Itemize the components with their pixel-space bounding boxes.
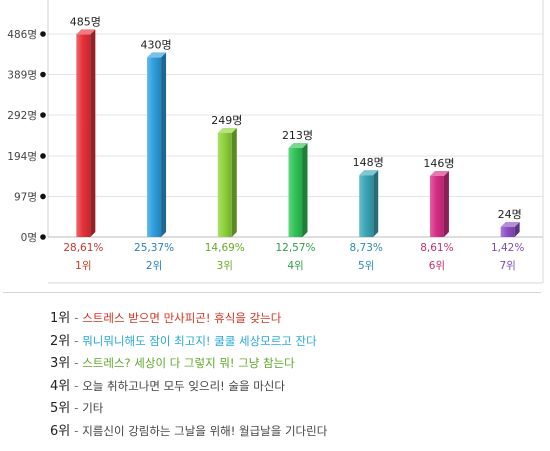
bar-top (288, 143, 308, 149)
bar (359, 175, 374, 237)
bar-percent-label: 14,69% (205, 242, 245, 254)
bar (500, 226, 515, 237)
bar-value-label: 249명 (211, 114, 242, 127)
list-rank: 2위 (50, 333, 71, 349)
bar-value-label: 485명 (70, 15, 101, 28)
list-dash: - (74, 356, 83, 370)
list-item: 4위 - 오늘 취하고나면 모두 잊으리! 술을 마신다 (50, 375, 540, 398)
x-tick-label: 2위 (146, 259, 162, 272)
y-tick-dot (40, 153, 46, 159)
list-dash: - (74, 401, 83, 415)
bar (76, 34, 91, 237)
y-tick-dot (40, 193, 46, 200)
list-dash: - (74, 311, 83, 325)
x-tick-label: 4위 (287, 259, 303, 272)
list-dash: - (74, 378, 83, 393)
y-tick-dot (40, 234, 46, 240)
bar-side (231, 127, 237, 237)
bar-top (76, 29, 96, 35)
bar-value-label: 430명 (141, 38, 172, 51)
bar-side (373, 170, 379, 237)
bar-top (147, 52, 167, 58)
y-tick-label: 97명 (14, 191, 37, 203)
list-text: 오늘 취하고나면 모두 잊으리! 술을 마신다 (82, 378, 285, 393)
bar-top (359, 170, 379, 176)
bar-chart: 486명 389명 292명 194명 97명 0명 485명 28,61% 1위 430명 25,… (7, 0, 544, 284)
list-rank: 5위 (50, 401, 71, 416)
y-tick-label: 0명 (21, 232, 37, 244)
x-tick-label: 3위 (217, 259, 233, 272)
bar-percent-label: 28,61% (63, 242, 103, 254)
bar-side (514, 221, 520, 237)
y-tick-label: 486명 (7, 29, 37, 41)
list-text: 기타 (82, 401, 104, 415)
list-rank: 6위 (50, 423, 71, 439)
bar-percent-label: 12,57% (275, 242, 315, 254)
divider (3, 292, 541, 293)
list-text: 지름신이 강림하는 그날을 위해! 월급날을 기다린다 (82, 423, 328, 438)
bar-top (217, 127, 237, 133)
x-tick-label: 5위 (358, 259, 374, 272)
list-dash: - (74, 423, 83, 438)
list-rank: 4위 (50, 378, 71, 394)
bar-top (429, 171, 449, 177)
bar (217, 132, 232, 237)
ranking-list: 1위 - 스트레스 받으면 만사피곤! 휴식을 갖는다 2위 - 뭐니뭐니해도 … (50, 307, 540, 442)
bar (147, 57, 162, 237)
bar-side (302, 143, 308, 237)
list-text: 뭐니뭐니해도 잠이 최고지! 쿨쿨 세상모르고 잔다 (82, 333, 317, 348)
x-tick-label: 1위 (75, 259, 91, 272)
list-text: 스트레스? 세상이 다 그렇지 뭐! 그냥 참는다 (82, 356, 295, 370)
list-rank: 3위 (50, 356, 71, 371)
list-item: 2위 - 뭐니뭐니해도 잠이 최고지! 쿨쿨 세상모르고 잔다 (50, 330, 540, 353)
y-tick-dot (40, 31, 46, 37)
y-tick-label: 292명 (7, 110, 37, 122)
bar-value-label: 213명 (282, 129, 313, 142)
bar-percent-label: 8,73% (350, 242, 383, 254)
list-item: 1위 - 스트레스 받으면 만사피곤! 휴식을 갖는다 (50, 307, 540, 330)
y-tick-dot (40, 71, 46, 78)
bar-value-label: 146명 (423, 157, 454, 170)
chart-svg: 486명 389명 292명 194명 97명 0명 485명 28,61% 1위 430명 25,… (7, 0, 544, 284)
bar-percent-label: 1,42% (491, 242, 524, 254)
bar-side (443, 171, 449, 237)
y-tick-label: 389명 (7, 70, 37, 82)
x-tick-label: 6위 (429, 259, 445, 272)
list-item: 3위 - 스트레스? 세상이 다 그렇지 뭐! 그냥 참는다 (50, 352, 540, 375)
bar (288, 148, 303, 237)
bar-top (500, 221, 520, 227)
list-item: 6위 - 지름신이 강림하는 그날을 위해! 월급날을 기다린다 (50, 420, 540, 443)
y-tick-dot (40, 112, 46, 118)
bar-side (90, 29, 96, 238)
bar-percent-label: 25,37% (134, 242, 174, 254)
x-tick-label: 7위 (499, 259, 515, 272)
bar-value-label: 24명 (498, 208, 522, 221)
bar-value-label: 148명 (353, 156, 384, 169)
list-rank: 1위 (50, 311, 71, 326)
bar-side (161, 52, 167, 237)
list-dash: - (74, 333, 83, 348)
bar (429, 176, 444, 237)
bar-percent-label: 8,61% (420, 242, 453, 254)
list-item: 5위 - 기타 (50, 397, 540, 420)
y-tick-label: 194명 (7, 151, 37, 163)
list-text: 스트레스 받으면 만사피곤! 휴식을 갖는다 (82, 311, 282, 325)
